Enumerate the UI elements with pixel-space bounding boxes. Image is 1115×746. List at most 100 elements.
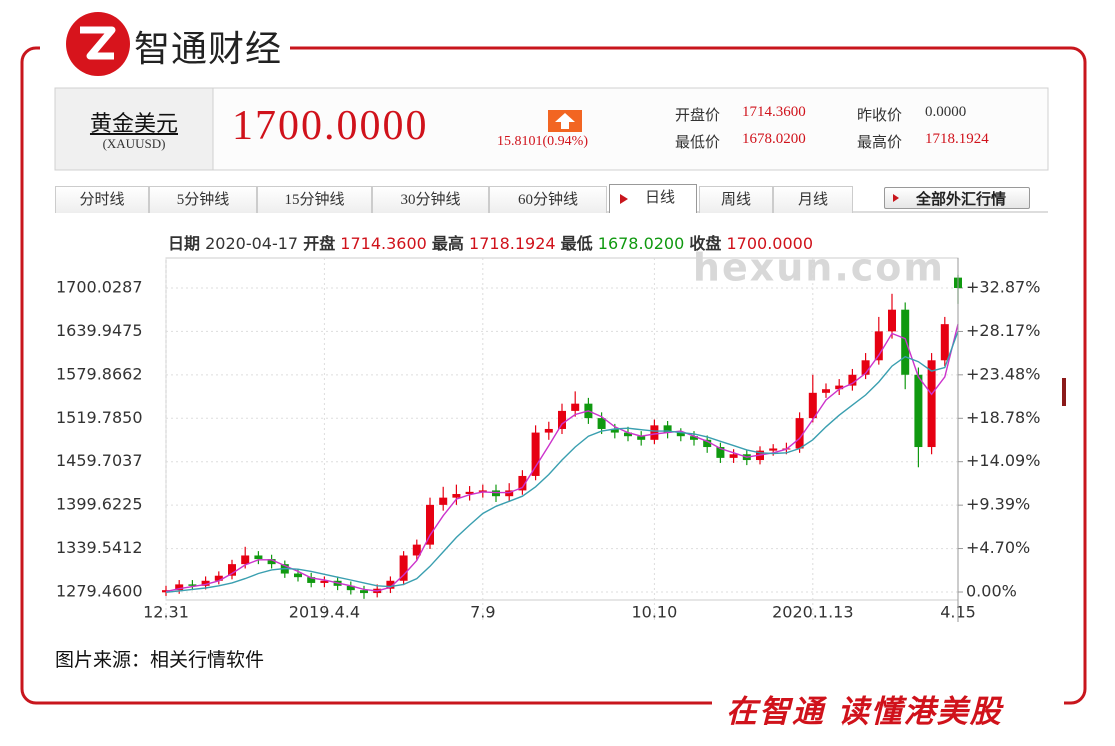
active-marker bbox=[620, 194, 628, 204]
x-tick-label: 10.10 bbox=[631, 603, 677, 622]
y2-tick-label: 0.00% bbox=[966, 582, 1017, 601]
quote-code: (XAUUSD) bbox=[102, 136, 166, 151]
candle-body bbox=[835, 385, 844, 390]
candle-body bbox=[558, 410, 566, 429]
stat-label: 最高价 bbox=[857, 135, 903, 151]
candle-body bbox=[241, 555, 250, 565]
y-tick-label: 1279.4600 bbox=[56, 582, 143, 601]
brand: 智通财经 bbox=[134, 29, 283, 70]
stat-label: 开盘价 bbox=[675, 108, 721, 124]
candle-body bbox=[769, 448, 778, 451]
y-tick-label: 1519.7850 bbox=[56, 408, 143, 427]
slogan: 在智通 读懂港美股 bbox=[726, 694, 1003, 730]
info-value: 1718.1924 bbox=[469, 234, 556, 253]
stat-value: 1678.0200 bbox=[742, 131, 806, 147]
candle-body bbox=[927, 360, 936, 448]
side-marker bbox=[1062, 378, 1066, 406]
info-label: 最低 bbox=[560, 234, 593, 253]
tab[interactable]: 分时线 bbox=[55, 186, 149, 213]
quote-change: 15.8101(0.94%) bbox=[497, 134, 588, 149]
y2-tick-label: +32.87% bbox=[966, 277, 1040, 296]
info-label: 最高 bbox=[431, 234, 464, 253]
candle-body bbox=[861, 360, 870, 375]
y-tick-label: 1639.9475 bbox=[56, 321, 143, 340]
tab[interactable]: 周线 bbox=[699, 186, 773, 213]
candle-body bbox=[795, 418, 804, 449]
candle-body bbox=[478, 490, 487, 492]
stat-label: 昨收价 bbox=[857, 108, 903, 124]
x-tick-label: 2019.4.4 bbox=[289, 603, 360, 622]
y2-tick-label: +14.09% bbox=[966, 451, 1040, 470]
candle-body bbox=[307, 577, 316, 583]
tab[interactable]: 月线 bbox=[773, 186, 853, 213]
candle-body bbox=[729, 454, 738, 458]
x-tick-label: 7.9 bbox=[470, 603, 495, 622]
stat-value: 1714.3600 bbox=[742, 104, 806, 120]
tab[interactable]: 15分钟线 bbox=[257, 186, 372, 213]
candle-body bbox=[610, 428, 619, 433]
x-tick-label: 12.31 bbox=[143, 603, 189, 622]
candle-body bbox=[848, 374, 857, 386]
tab[interactable]: 30分钟线 bbox=[372, 186, 489, 213]
candle-body bbox=[492, 490, 500, 497]
candle-body bbox=[228, 564, 236, 576]
candle-body bbox=[426, 504, 434, 545]
y2-tick-label: +28.17% bbox=[966, 321, 1040, 340]
candle-body bbox=[914, 374, 923, 448]
y-tick-label: 1579.8662 bbox=[56, 364, 143, 383]
candle-body bbox=[663, 425, 672, 433]
candle-body bbox=[505, 490, 514, 497]
candle-body bbox=[571, 403, 580, 411]
candle-body bbox=[874, 331, 883, 361]
candle-body bbox=[399, 555, 408, 581]
stat-value: 1718.1924 bbox=[925, 131, 989, 147]
info-value: 1714.3600 bbox=[340, 234, 427, 253]
candle-body bbox=[294, 573, 302, 578]
candle-body bbox=[808, 392, 817, 419]
quote-name-cell bbox=[54, 87, 214, 171]
candle-body bbox=[452, 494, 461, 498]
candle-body bbox=[703, 439, 712, 448]
candle-body bbox=[676, 432, 685, 437]
tab[interactable]: 60分钟线 bbox=[489, 186, 607, 213]
candle-body bbox=[214, 575, 223, 581]
stat-value: 0.0000 bbox=[925, 104, 967, 120]
moving-average bbox=[165, 331, 959, 593]
frame-gap bbox=[712, 685, 1064, 725]
candle-body bbox=[597, 418, 606, 429]
y-tick-label: 1459.7037 bbox=[56, 451, 143, 470]
info-value: 1678.0200 bbox=[597, 234, 685, 253]
info-line: 日期 2020-04-17 开盘 1714.3600 最高 1718.1924 … bbox=[168, 230, 813, 254]
source-note: 图片来源：相关行情软件 bbox=[55, 649, 265, 671]
candle-body bbox=[439, 497, 448, 505]
watermark: hexun.com bbox=[693, 246, 945, 290]
candle-body bbox=[690, 436, 698, 440]
y2-tick-label: +4.70% bbox=[966, 538, 1030, 557]
y-tick-label: 1339.5412 bbox=[56, 538, 143, 557]
candle-body bbox=[637, 436, 646, 440]
candle-body bbox=[201, 580, 210, 586]
y-tick-label: 1700.0287 bbox=[56, 277, 143, 296]
all-quotes-button[interactable]: 全部外汇行情 bbox=[884, 187, 1030, 209]
frame-border bbox=[20, 46, 1087, 705]
candle-body bbox=[822, 389, 830, 393]
candle-body bbox=[320, 580, 329, 583]
candle-body bbox=[412, 544, 421, 556]
y2-tick-label: +23.48% bbox=[966, 364, 1040, 383]
candle-body bbox=[544, 428, 553, 433]
y2-tick-label: +18.78% bbox=[966, 408, 1040, 427]
logo-mark bbox=[80, 26, 116, 60]
info-value: 2020-04-17 bbox=[205, 234, 299, 253]
quote-name: 黄金美元 bbox=[89, 112, 178, 137]
y2-tick-label: +9.39% bbox=[966, 495, 1030, 514]
candle-body bbox=[346, 585, 355, 591]
tab[interactable]: 5分钟线 bbox=[149, 186, 257, 213]
candle-body bbox=[650, 425, 659, 440]
up-arrow bbox=[555, 113, 575, 129]
candle-body bbox=[940, 324, 949, 361]
button-marker bbox=[893, 194, 899, 202]
info-label: 日期 bbox=[168, 234, 201, 253]
candle-body bbox=[531, 432, 540, 476]
